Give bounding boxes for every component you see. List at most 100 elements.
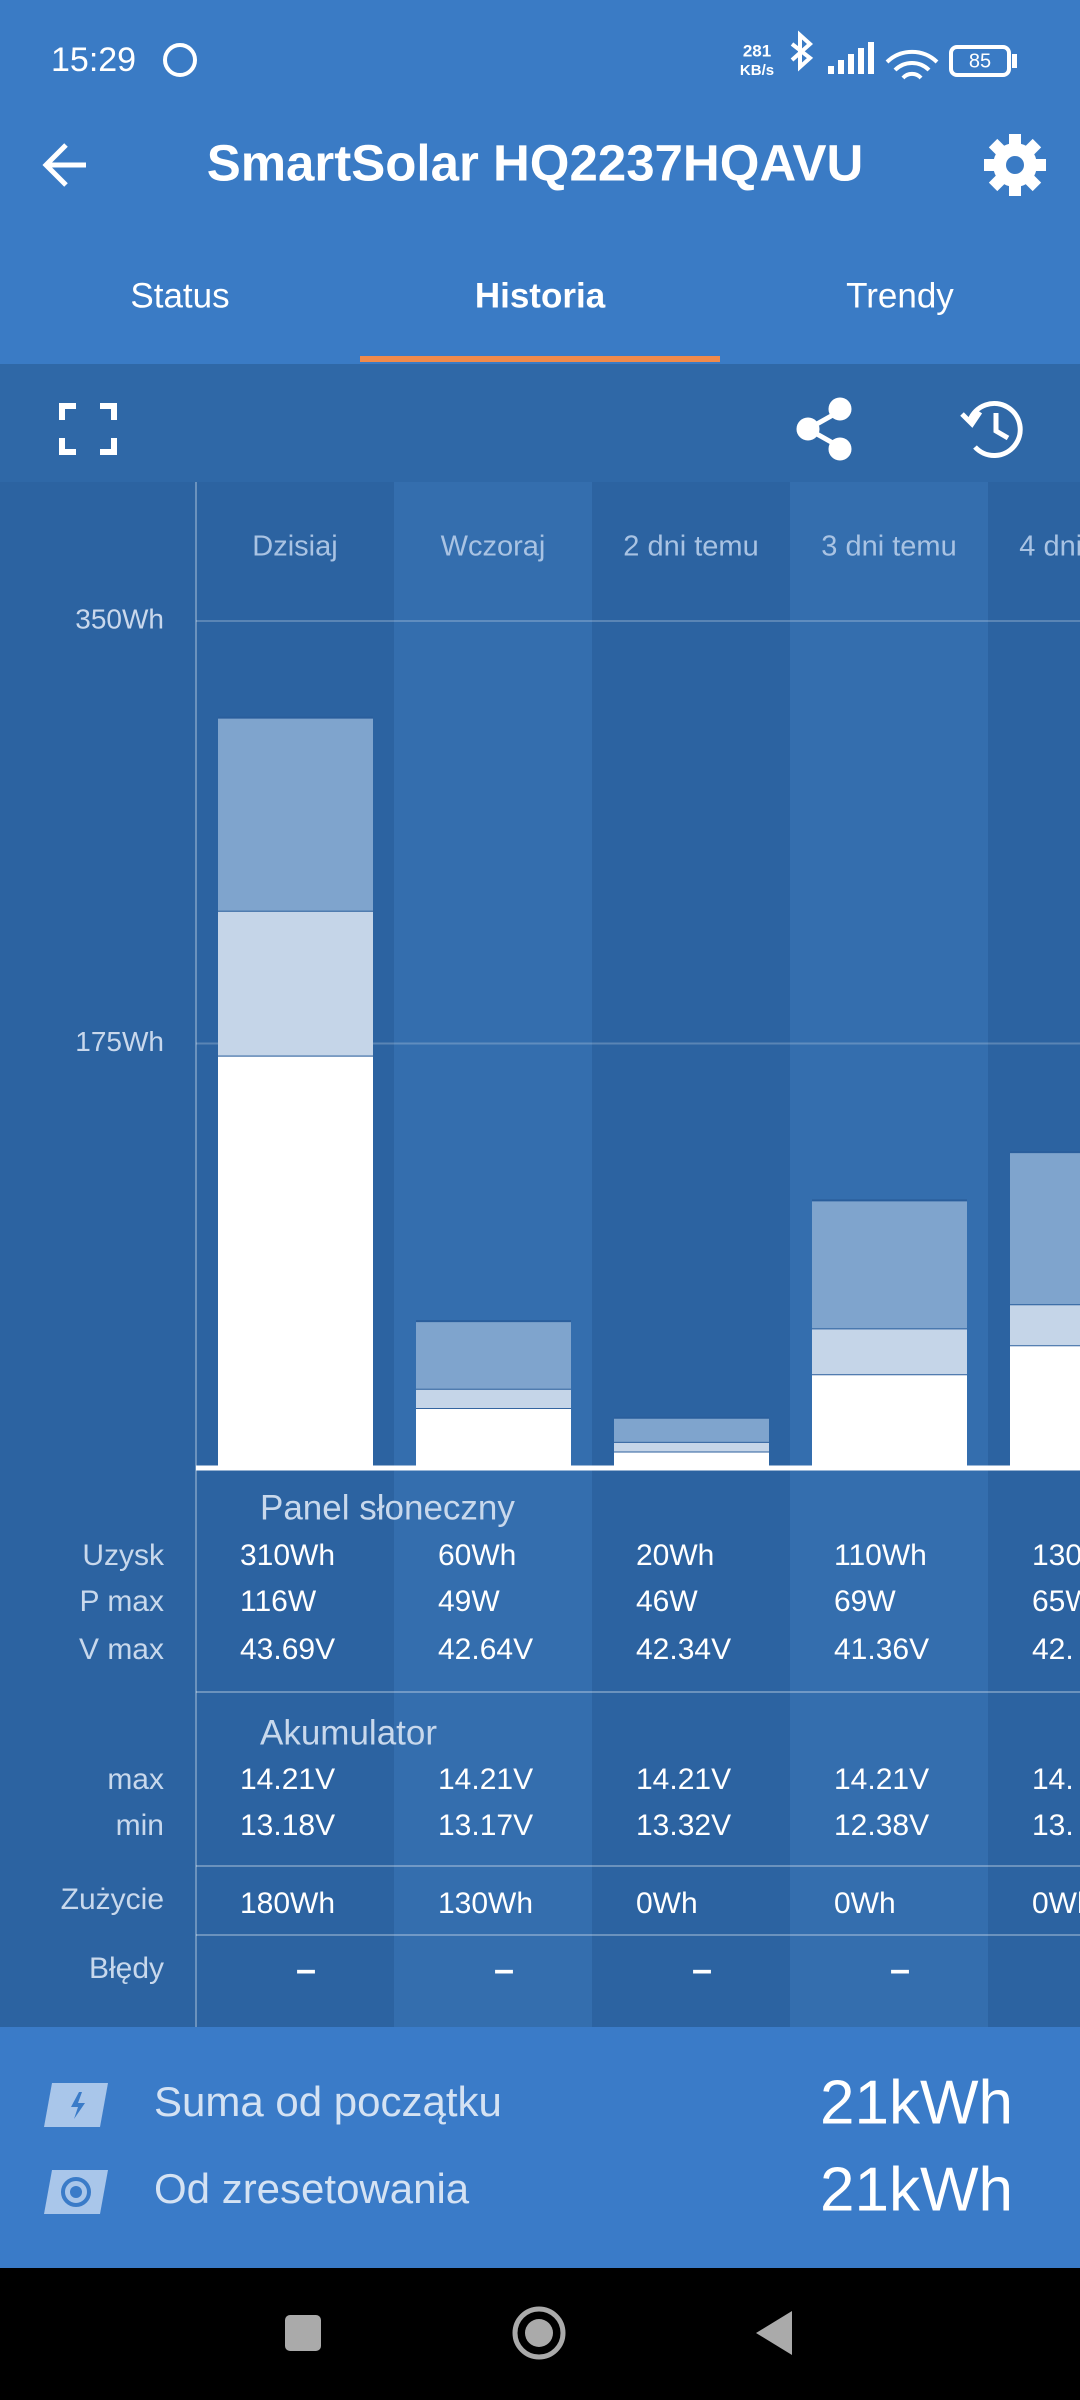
cell: – — [296, 1949, 316, 1990]
bar-segment — [218, 910, 373, 1056]
row-label: Zużycie — [61, 1883, 164, 1916]
tab[interactable]: Trendy — [846, 276, 954, 315]
cell: 42. — [1032, 1633, 1074, 1666]
y-tick-label: 175Wh — [75, 1026, 164, 1057]
cell: 14.21V — [240, 1763, 335, 1796]
home-button[interactable] — [512, 2306, 566, 2360]
battery-icon — [949, 45, 1011, 77]
cell: – — [890, 1949, 910, 1990]
share-button[interactable] — [796, 397, 852, 461]
x-tick-label: 4 dni temu — [1019, 531, 1080, 563]
cell: 12.38V — [834, 1809, 929, 1842]
row-label: max — [107, 1763, 164, 1796]
row-label: Błędy — [89, 1952, 164, 1985]
cell: 43.69V — [240, 1633, 335, 1666]
cell: 116W — [240, 1585, 317, 1618]
cell: 110Wh — [834, 1539, 927, 1572]
signal-icon — [828, 42, 1017, 74]
cell: 310Wh — [240, 1539, 335, 1572]
x-tick-label: Dzisiaj — [252, 531, 337, 563]
cell: 13. — [1032, 1809, 1074, 1842]
history-button[interactable] — [960, 401, 1023, 458]
cell: 14.21V — [834, 1763, 929, 1796]
reset-icon-ring — [61, 2177, 91, 2207]
day-column — [592, 482, 790, 2027]
net-speed: 281 — [743, 41, 771, 60]
row-label: P max — [80, 1585, 164, 1618]
bar-segment — [416, 1388, 571, 1409]
row-label: V max — [79, 1633, 164, 1666]
cell: 42.34V — [636, 1633, 731, 1666]
tab[interactable]: Historia — [475, 276, 606, 315]
summary-value: 21kWh — [820, 2155, 1013, 2224]
cell: 41.36V — [834, 1633, 929, 1666]
x-tick-label: 2 dni temu — [623, 531, 758, 563]
settings-button[interactable] — [984, 134, 1046, 196]
bar-segment — [416, 1408, 571, 1466]
home-button-dot — [525, 2319, 553, 2347]
summary-label: Od zresetowania — [154, 2165, 470, 2212]
bar-segment — [1010, 1345, 1080, 1466]
cell: – — [692, 1949, 712, 1990]
cell: 69W — [834, 1585, 896, 1618]
day-column — [394, 482, 592, 2027]
cell: 0Wh — [834, 1887, 896, 1920]
x-tick-label: 3 dni temu — [821, 531, 956, 563]
whatsapp-icon — [163, 43, 197, 77]
bar-segment — [218, 717, 373, 911]
net-unit: KB/s — [740, 62, 774, 79]
bar-segment — [1010, 1304, 1080, 1346]
cell: 46W — [636, 1585, 698, 1618]
cell: 14.21V — [438, 1763, 533, 1796]
back-button[interactable] — [42, 143, 86, 187]
cell: 130Wh — [438, 1887, 533, 1920]
cell: 14.21V — [636, 1763, 731, 1796]
cell: 65W — [1032, 1585, 1080, 1618]
bar-segment — [614, 1441, 769, 1452]
cell: 42.64V — [438, 1633, 533, 1666]
cell: – — [494, 1949, 514, 1990]
bar-segment — [1010, 1152, 1080, 1305]
bar-segment — [614, 1451, 769, 1466]
total-icon-bolt — [71, 2092, 85, 2119]
cell: 0Wh — [1032, 1887, 1080, 1920]
app-bar — [0, 0, 1080, 364]
tab-indicator — [360, 356, 720, 362]
recents-button[interactable] — [285, 2315, 321, 2351]
cell: 13.17V — [438, 1809, 533, 1842]
back-nav-button[interactable] — [756, 2311, 792, 2355]
clock: 15:29 — [51, 41, 136, 79]
bar-segment — [812, 1328, 967, 1375]
bar-segment — [614, 1417, 769, 1442]
bluetooth-icon — [790, 30, 814, 72]
section-title: Panel słoneczny — [260, 1488, 515, 1527]
bar-segment — [218, 1055, 373, 1466]
toolbar — [0, 364, 1080, 482]
reset-icon-dot — [70, 2186, 82, 2198]
row-label: min — [116, 1809, 164, 1842]
status-icons — [163, 30, 1011, 80]
cell: 180Wh — [240, 1887, 335, 1920]
screen-title: SmartSolar HQ2237HQAVU — [207, 134, 864, 191]
fullscreen-button[interactable] — [59, 403, 117, 455]
cell: 130Wh — [1032, 1539, 1080, 1572]
cell: 60Wh — [438, 1539, 516, 1572]
summary-panel — [0, 2027, 1080, 2268]
bar-segment — [812, 1200, 967, 1329]
wifi-icon — [885, 49, 939, 80]
cell: 13.18V — [240, 1809, 335, 1842]
cell: 20Wh — [636, 1539, 714, 1572]
cell: 14. — [1032, 1763, 1074, 1796]
x-tick-label: Wczoraj — [441, 531, 546, 563]
y-tick-label: 350Wh — [75, 603, 164, 634]
bar-segment — [416, 1321, 571, 1389]
summary-label: Suma od początku — [154, 2078, 502, 2125]
bar-segment — [812, 1374, 967, 1466]
battery-level: 85 — [969, 50, 991, 72]
cell: 0Wh — [636, 1887, 698, 1920]
cell: 49W — [438, 1585, 500, 1618]
tab[interactable]: Status — [130, 276, 229, 315]
summary-value: 21kWh — [820, 2068, 1013, 2137]
